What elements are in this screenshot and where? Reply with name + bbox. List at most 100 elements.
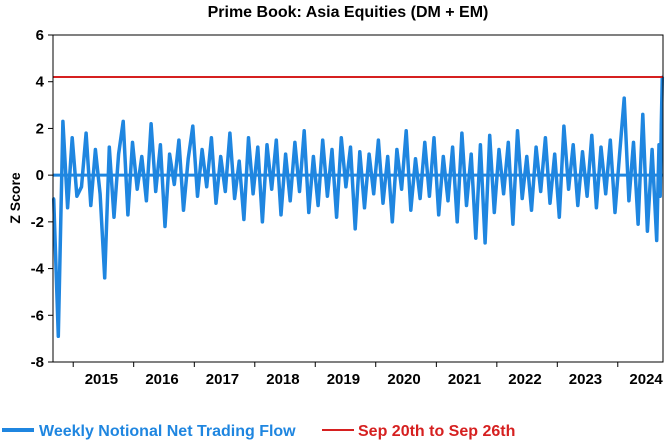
legend-label-flow: Weekly Notional Net Trading Flow (39, 423, 296, 440)
data-point (94, 148, 97, 151)
data-point (56, 334, 60, 338)
data-point (330, 148, 334, 151)
data-point (256, 145, 260, 149)
data-point (483, 241, 487, 245)
chart-title: Prime Book: Asia Equities (DM + EM) (208, 4, 489, 21)
data-point (506, 141, 510, 144)
data-point (520, 197, 524, 200)
data-point (84, 131, 88, 135)
data-point (121, 120, 125, 123)
data-point (168, 152, 172, 156)
x-tick-label: 2019 (327, 371, 360, 388)
data-point (595, 206, 598, 210)
data-point (149, 122, 153, 126)
data-point (349, 145, 352, 149)
series-line-weekly-flow (51, 76, 665, 339)
data-point (657, 143, 661, 147)
data-point (502, 192, 506, 196)
y-tick-label: -4 (31, 261, 45, 278)
y-tick-label: -2 (31, 214, 44, 231)
data-point (158, 143, 162, 147)
x-tick-label: 2016 (145, 371, 178, 388)
x-tick-label: 2020 (387, 371, 420, 388)
x-tick-label: 2024 (629, 371, 663, 388)
data-point (636, 222, 640, 226)
data-point (386, 155, 390, 158)
data-point (205, 185, 209, 189)
data-point (446, 199, 450, 203)
data-point (279, 213, 283, 217)
data-point (363, 206, 366, 210)
data-point (247, 136, 250, 140)
data-point (641, 113, 645, 116)
data-point (191, 124, 195, 128)
x-tick-label: 2022 (508, 371, 541, 388)
data-point (474, 236, 478, 240)
data-point (344, 185, 348, 189)
data-point (233, 197, 236, 200)
data-point (209, 136, 213, 140)
data-point (353, 227, 357, 231)
data-point (66, 206, 69, 210)
data-point (428, 194, 431, 198)
data-point (270, 187, 274, 191)
plot-area (51, 75, 665, 339)
legend-label-sep: Sep 20th to Sep 26th (358, 423, 515, 440)
data-point (80, 185, 83, 189)
data-point (339, 136, 343, 140)
data-point (316, 204, 320, 207)
data-point (460, 131, 464, 135)
data-point (581, 150, 584, 154)
x-axis: 2015 2016 2017 2018 2019 2020 2021 2022 2023 2024 (72, 362, 663, 388)
data-point (613, 211, 617, 214)
data-point (516, 129, 519, 133)
x-tick-label: 2018 (266, 371, 299, 388)
data-point (543, 136, 547, 140)
legend: Weekly Notional Net Trading Flow Sep 20t… (2, 423, 515, 440)
data-point (376, 138, 380, 142)
data-point (390, 220, 394, 224)
data-point (497, 148, 501, 151)
data-point (618, 152, 621, 156)
data-point (469, 152, 473, 156)
data-point (163, 225, 167, 228)
data-point (298, 190, 301, 193)
data-point (223, 190, 227, 193)
x-tick-label: 2017 (206, 371, 239, 388)
data-point (455, 220, 459, 224)
data-point (539, 190, 543, 193)
data-point (126, 213, 130, 217)
data-point (288, 199, 292, 203)
data-point (400, 187, 403, 191)
data-point (414, 157, 417, 161)
data-point (557, 215, 561, 219)
plot-frame (52, 34, 664, 363)
y-tick-label: 6 (36, 27, 44, 44)
data-point (251, 192, 255, 196)
data-point (182, 208, 185, 212)
data-point (135, 187, 139, 191)
data-point (358, 150, 362, 154)
data-point (219, 155, 223, 158)
data-point (423, 141, 427, 144)
data-point (530, 208, 533, 212)
data-point (131, 141, 134, 144)
data-point (107, 145, 111, 149)
data-point (441, 155, 445, 158)
data-point (604, 192, 608, 196)
data-point (548, 201, 552, 205)
data-point (576, 204, 580, 207)
data-point (511, 222, 515, 226)
data-point (335, 215, 339, 219)
data-point (61, 120, 65, 123)
data-point (98, 192, 102, 196)
data-point (312, 155, 315, 158)
data-point (70, 136, 74, 140)
data-point (627, 199, 631, 203)
data-point (655, 239, 659, 242)
data-point (103, 276, 107, 280)
data-point (599, 145, 603, 149)
data-point (302, 129, 306, 133)
x-tick-label: 2015 (85, 371, 118, 388)
